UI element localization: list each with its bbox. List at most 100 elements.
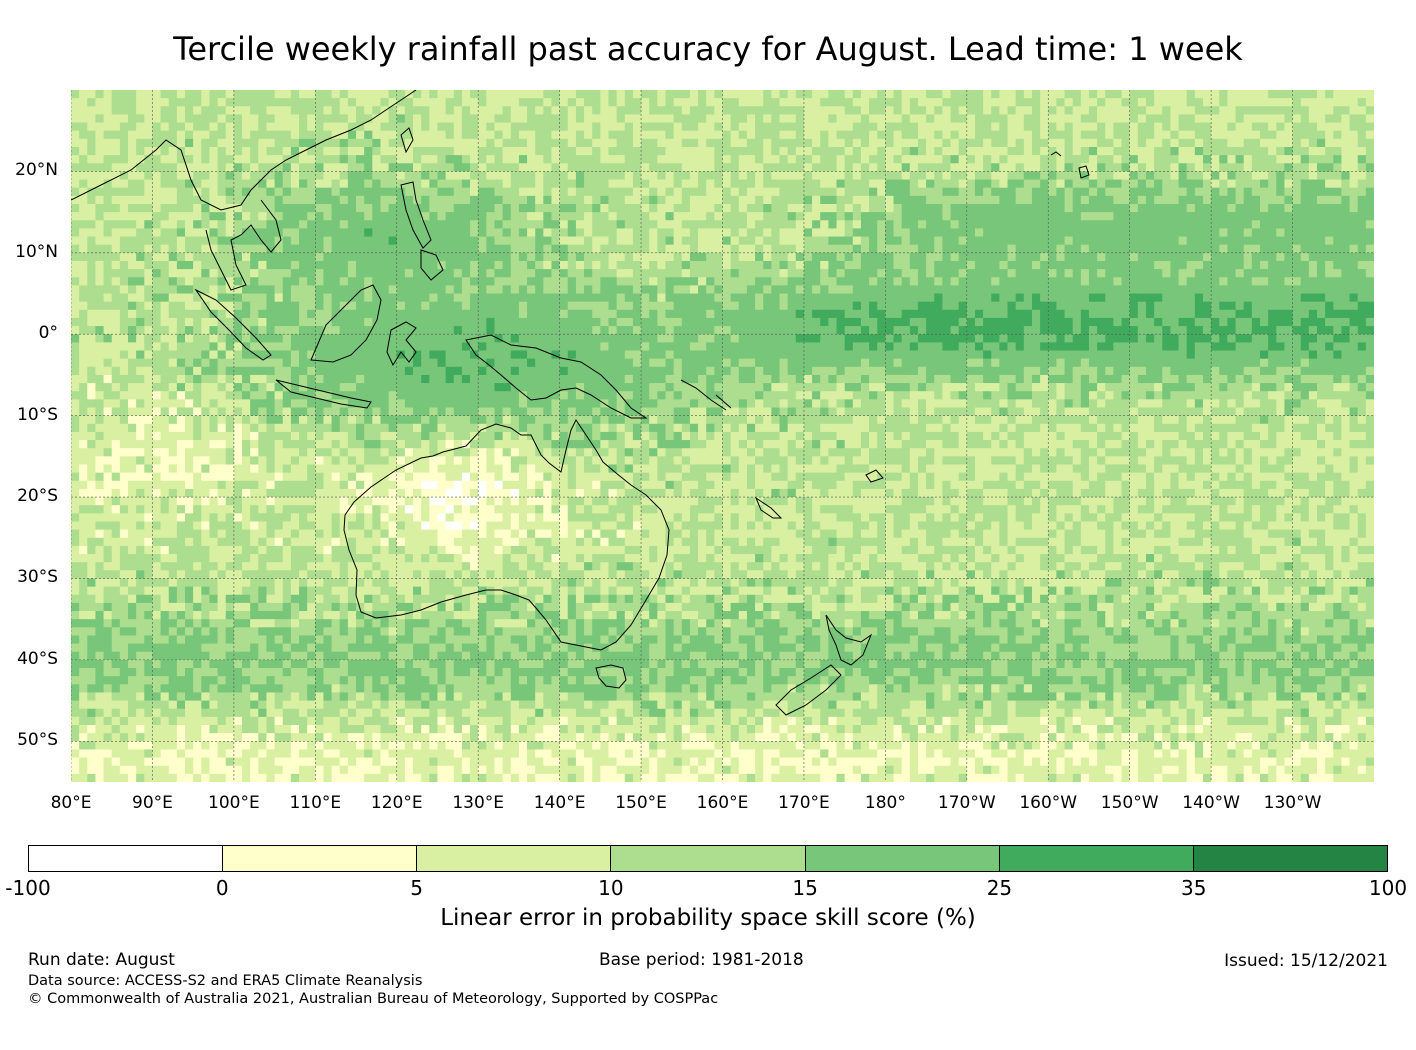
grid-cell <box>144 269 154 278</box>
grid-cell <box>722 187 732 197</box>
grid-cell <box>502 212 512 221</box>
grid-cell <box>844 171 854 181</box>
grid-cell <box>543 285 553 295</box>
grid-cell <box>307 252 316 262</box>
grid-cell <box>608 114 618 124</box>
grid-cell <box>1333 130 1343 140</box>
grid-cell <box>233 187 243 197</box>
grid-cell <box>763 236 772 246</box>
grid-cell <box>1040 171 1049 181</box>
grid-cell <box>836 285 846 295</box>
grid-cell <box>233 244 243 254</box>
grid-cell <box>1284 130 1294 140</box>
grid-cell <box>991 317 1000 327</box>
grid-cell <box>95 293 105 303</box>
grid-cell <box>315 317 325 327</box>
grid-cell <box>1268 285 1277 295</box>
grid-cell <box>1121 203 1131 213</box>
grid-cell <box>722 244 732 254</box>
grid-cell <box>1097 244 1106 254</box>
grid-cell <box>1308 309 1318 319</box>
grid-cell <box>201 106 211 116</box>
grid-cell <box>706 244 715 254</box>
grid-cell <box>307 163 316 173</box>
grid-cell <box>1178 90 1188 99</box>
grid-cell <box>787 155 797 164</box>
grid-cell <box>1251 130 1261 140</box>
grid-cell <box>160 244 170 254</box>
grid-cell <box>600 146 610 156</box>
grid-cell <box>673 163 683 173</box>
grid-cell <box>1048 260 1057 270</box>
grid-cell <box>453 155 463 164</box>
grid-cell <box>1219 98 1229 107</box>
grid-cell <box>909 171 919 181</box>
grid-cell <box>242 244 251 254</box>
grid-cell <box>1129 252 1139 262</box>
grid-cell <box>901 252 911 262</box>
grid-cell <box>543 309 553 319</box>
grid-cell <box>160 155 170 164</box>
grid-cell <box>209 342 219 352</box>
grid-cell <box>974 309 984 319</box>
grid-cell <box>1056 130 1066 140</box>
grid-cell <box>584 195 593 205</box>
grid-cell <box>885 326 895 335</box>
grid-cell <box>1284 138 1294 148</box>
grid-cell <box>1040 301 1049 311</box>
grid-cell <box>738 163 748 173</box>
grid-cell <box>1129 171 1139 181</box>
grid-cell <box>1251 212 1261 221</box>
grid-cell <box>950 277 960 286</box>
grid-cell <box>535 163 544 173</box>
grid-cell <box>258 114 268 124</box>
grid-cell <box>437 98 447 107</box>
grid-cell <box>1097 163 1106 173</box>
grid-cell <box>413 195 422 205</box>
grid-cell <box>160 130 170 140</box>
grid-cell <box>266 155 276 164</box>
grid-cell <box>1284 228 1294 238</box>
grid-cell <box>71 187 80 197</box>
grid-cell <box>494 220 504 229</box>
grid-cell <box>160 301 170 311</box>
grid-cell <box>600 106 610 116</box>
grid-cell <box>543 138 553 148</box>
grid-cell <box>1154 220 1163 229</box>
grid-cell <box>803 163 813 173</box>
grid-cell <box>87 317 97 327</box>
grid-cell <box>999 155 1009 164</box>
grid-cell <box>665 138 675 148</box>
grid-cell <box>803 277 813 286</box>
grid-cell <box>429 138 439 148</box>
grid-cell <box>372 236 382 246</box>
grid-cell <box>828 269 838 278</box>
grid-cell <box>828 98 838 107</box>
grid-cell <box>1105 220 1114 229</box>
grid-cell <box>1064 269 1074 278</box>
grid-cell <box>185 260 194 270</box>
grid-cell <box>844 334 854 343</box>
grid-cell <box>478 114 487 124</box>
grid-cell <box>1308 171 1318 181</box>
grid-cell <box>250 171 259 181</box>
grid-cell <box>1276 98 1286 107</box>
grid-cell <box>738 212 748 221</box>
grid-cell <box>706 163 715 173</box>
grid-cell <box>559 146 569 156</box>
grid-cell <box>185 195 194 205</box>
grid-cell <box>673 293 683 303</box>
grid-cell <box>714 277 724 286</box>
grid-cell <box>1251 171 1261 181</box>
grid-cell <box>1097 252 1106 262</box>
grid-cell <box>1202 171 1212 181</box>
grid-cell <box>1292 285 1302 295</box>
grid-cell <box>1325 269 1334 278</box>
grid-cell <box>258 106 268 116</box>
grid-cell <box>958 155 968 164</box>
grid-cell <box>193 146 202 156</box>
grid-cell <box>518 260 528 270</box>
grid-cell <box>307 98 316 107</box>
grid-cell <box>909 146 919 156</box>
grid-cell <box>926 122 935 132</box>
